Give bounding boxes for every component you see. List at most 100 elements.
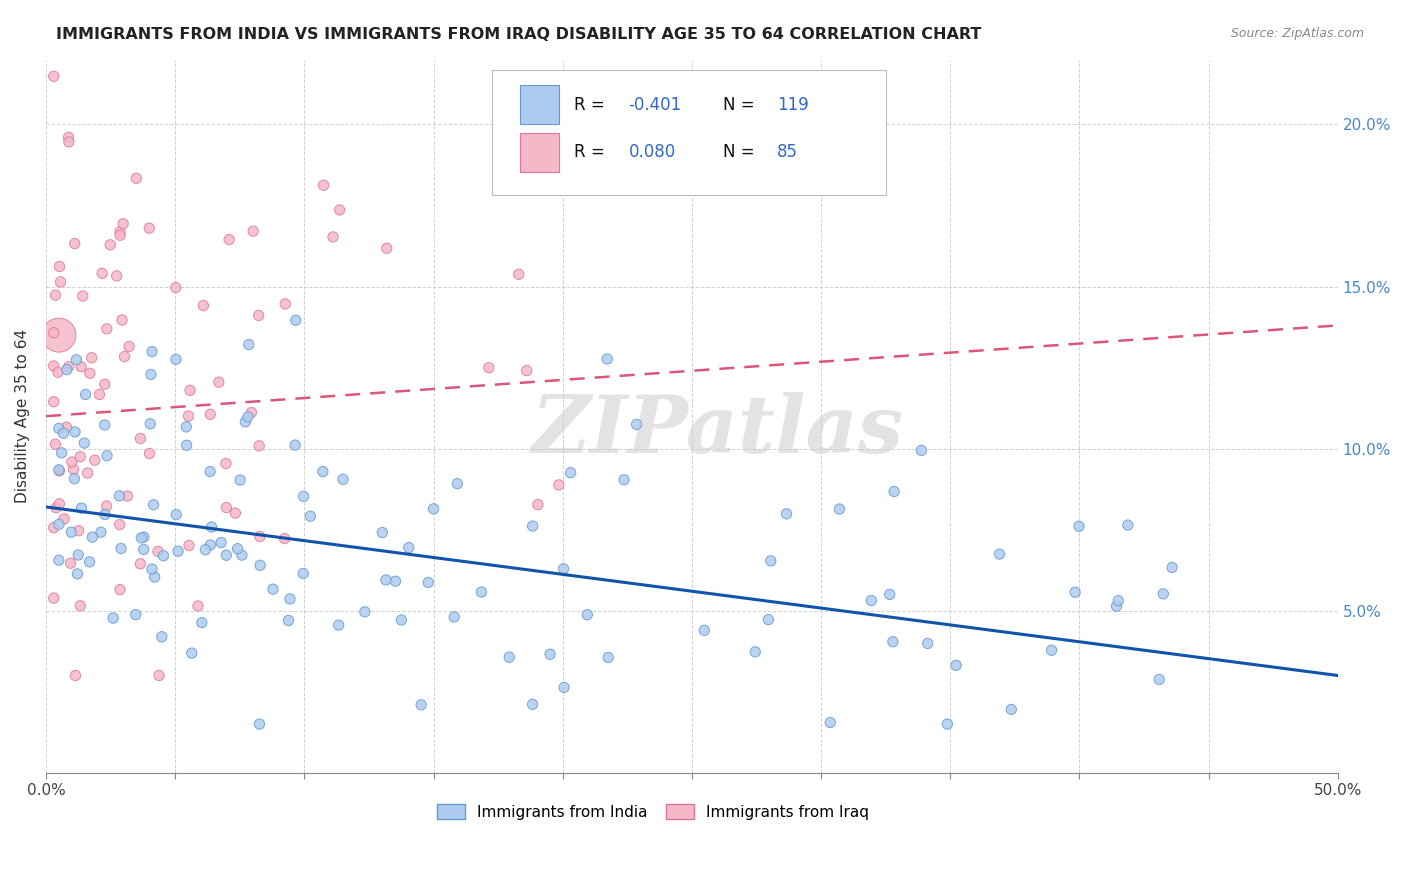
Point	[1116, 518, 1139, 533]
Point	[56, 362, 79, 376]
Point	[129, 557, 152, 571]
Point	[917, 636, 939, 650]
Y-axis label: Disability Age 35 to 64: Disability Age 35 to 64	[15, 329, 30, 503]
Point	[53, 512, 76, 526]
Point	[165, 352, 187, 367]
Point	[508, 267, 530, 281]
Point	[209, 535, 232, 549]
Point	[191, 615, 214, 630]
Point	[527, 498, 550, 512]
Point	[48, 463, 70, 477]
Point	[42, 591, 65, 605]
Point	[1105, 599, 1128, 614]
Point	[284, 313, 307, 327]
Point	[101, 611, 124, 625]
Point	[224, 506, 246, 520]
Point	[89, 387, 111, 401]
Point	[538, 647, 561, 661]
Text: R =: R =	[574, 95, 610, 113]
Point	[139, 368, 162, 382]
Point	[62, 462, 84, 476]
Point	[194, 542, 217, 557]
Point	[48, 421, 70, 435]
Point	[200, 407, 222, 421]
Point	[148, 668, 170, 682]
Point	[522, 698, 544, 712]
FancyBboxPatch shape	[520, 133, 558, 172]
Text: N =: N =	[723, 144, 759, 161]
Point	[231, 548, 253, 562]
Point	[48, 260, 70, 274]
Point	[249, 558, 271, 573]
Point	[1064, 585, 1087, 599]
Point	[90, 525, 112, 540]
Point	[174, 420, 197, 434]
Point	[249, 529, 271, 543]
Point	[576, 607, 599, 622]
Point	[332, 472, 354, 486]
Point	[775, 507, 797, 521]
Point	[1000, 702, 1022, 716]
Point	[94, 508, 117, 522]
Point	[165, 508, 187, 522]
Point	[215, 548, 238, 562]
Point	[596, 351, 619, 366]
Point	[759, 554, 782, 568]
Point	[48, 497, 70, 511]
Point	[883, 484, 905, 499]
Point	[560, 466, 582, 480]
Point	[422, 501, 444, 516]
Point	[443, 610, 465, 624]
Point	[42, 326, 65, 340]
Point	[108, 517, 131, 532]
Point	[1040, 643, 1063, 657]
Point	[42, 521, 65, 535]
Point	[758, 613, 780, 627]
Point	[200, 520, 222, 534]
Point	[553, 562, 575, 576]
Point	[613, 473, 636, 487]
Point	[547, 478, 569, 492]
Point	[274, 297, 297, 311]
Point	[108, 228, 131, 243]
Point	[111, 313, 134, 327]
Point	[139, 417, 162, 431]
Point	[193, 299, 215, 313]
Point	[46, 365, 69, 379]
Point	[52, 426, 75, 441]
Point	[49, 275, 72, 289]
Point	[60, 455, 83, 469]
Point	[60, 525, 83, 540]
Point	[165, 280, 187, 294]
Point	[262, 582, 284, 596]
Point	[55, 420, 77, 434]
Point	[48, 464, 70, 478]
Point	[744, 645, 766, 659]
Point	[129, 432, 152, 446]
Point	[215, 457, 238, 471]
Point	[478, 360, 501, 375]
Point	[75, 387, 97, 401]
Point	[278, 591, 301, 606]
Point	[141, 562, 163, 576]
Point	[236, 409, 259, 424]
Point	[273, 532, 295, 546]
Point	[125, 171, 148, 186]
Point	[411, 698, 433, 712]
Point	[91, 266, 114, 280]
Text: Source: ZipAtlas.com: Source: ZipAtlas.com	[1230, 27, 1364, 40]
Point	[70, 359, 93, 374]
Point	[328, 618, 350, 632]
Point	[65, 668, 87, 682]
Point	[76, 466, 98, 480]
Point	[1067, 519, 1090, 533]
Point	[820, 715, 842, 730]
Point	[83, 453, 105, 467]
Point	[598, 650, 620, 665]
Point	[67, 524, 90, 538]
Point	[828, 502, 851, 516]
Point	[1147, 673, 1170, 687]
Point	[329, 202, 352, 217]
Point	[45, 500, 67, 515]
Point	[1152, 587, 1174, 601]
